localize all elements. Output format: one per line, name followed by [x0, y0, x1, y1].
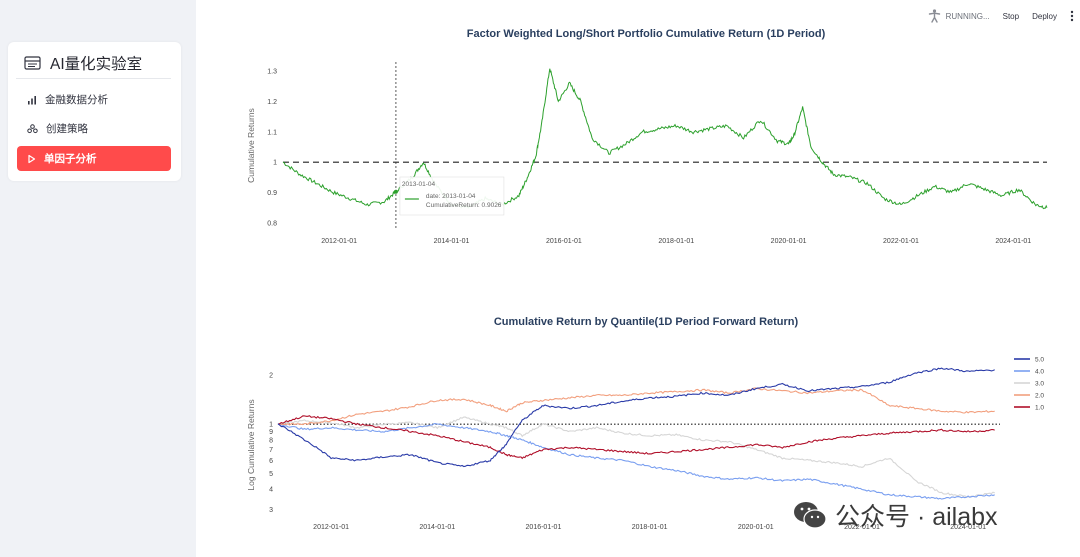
sidebar-item-financial-data[interactable]: 金融数据分析 — [17, 87, 171, 112]
nav-card: AI量化实验室 金融数据分析 创建策略 单因子分析 — [8, 42, 181, 181]
app-toolbar: RUNNING... Stop Deploy — [928, 7, 1080, 25]
chart2-series-line-q4.0 — [277, 423, 995, 500]
sidebar-item-label: 创建策略 — [46, 123, 88, 135]
chart2-x-tick-label: 2024-01-01 — [950, 524, 986, 531]
chart1-title: Factor Weighted Long/Short Portfolio Cum… — [466, 28, 826, 40]
hover-tooltip-date-header: 2013-01-04 — [402, 181, 436, 188]
chart1-y-axis-title: Cumulative Returns — [246, 108, 256, 183]
play-icon — [28, 154, 36, 163]
sidebar-title-text: AI量化实验室 — [50, 56, 143, 73]
sidebar-item-create-strategy[interactable]: 创建策略 — [17, 116, 171, 141]
bar-chart-icon — [28, 95, 36, 104]
list-icon — [24, 56, 41, 70]
chart2-y-tick-label: 9 — [269, 429, 273, 436]
hover-tooltip-value: CumulativeReturn: 0.9026 — [426, 202, 502, 209]
chart2-x-tick-label: 2012-01-01 — [313, 524, 349, 531]
legend-label: 4.0 — [1035, 369, 1044, 376]
people-icon — [27, 123, 38, 133]
chart1-x-tick-label: 2020-01-01 — [771, 238, 807, 245]
chart1-x-tick-label: 2016-01-01 — [546, 238, 582, 245]
chart1-x-tick-label: 2014-01-01 — [434, 238, 470, 245]
sidebar-item-label: 单因子分析 — [44, 153, 97, 165]
chart2-y-axis-title: Log Cumulative Returns — [246, 399, 256, 490]
chart1-x-tick-label: 2018-01-01 — [658, 238, 694, 245]
sidebar: AI量化实验室 金融数据分析 创建策略 单因子分析 — [0, 0, 196, 557]
chart2-x-tick-label: 2014-01-01 — [419, 524, 455, 531]
watermark: 公众号 · ailabx — [793, 497, 998, 533]
chart1-x-tick-label: 2024-01-01 — [995, 238, 1031, 245]
chart1-y-tick-label: 1.2 — [267, 99, 277, 106]
chart1-x-tick-label: 2012-01-01 — [321, 238, 357, 245]
kebab-menu-icon[interactable] — [1070, 10, 1074, 22]
chart2-x-tick-label: 2018-01-01 — [632, 524, 668, 531]
chart2-y-tick-label: 6 — [269, 458, 273, 465]
chart2-series-line-q1.0 — [277, 415, 995, 460]
legend-label: 1.0 — [1035, 405, 1044, 412]
chart2-series-line-q3.0 — [277, 416, 995, 498]
deploy-button[interactable]: Deploy — [1032, 11, 1057, 21]
legend-label: 3.0 — [1035, 381, 1044, 388]
running-status: RUNNING... — [928, 9, 990, 23]
hover-tooltip-date: date: 2013-01-04 — [426, 193, 476, 200]
running-figure-icon — [928, 9, 940, 23]
chart2-series-line-q2.0 — [278, 387, 995, 426]
chart1-y-tick-label: 0.8 — [267, 220, 277, 227]
wechat-icon — [794, 502, 827, 529]
legend-label: 5.0 — [1035, 357, 1044, 364]
chart2-y-tick-label: 2 — [269, 372, 273, 379]
stop-button[interactable]: Stop — [1002, 11, 1020, 21]
chart1-y-tick-label: 1.3 — [267, 69, 277, 76]
chart2-title: Cumulative Return by Quantile(1D Period … — [493, 316, 799, 328]
nav-divider — [16, 78, 171, 79]
chart2-y-tick-label: 4 — [269, 487, 273, 494]
chart2-y-tick-label: 7 — [269, 447, 273, 454]
hover-tooltip-box — [399, 176, 505, 216]
chart2-y-tick-label: 3 — [269, 507, 273, 514]
hover-point — [393, 189, 398, 194]
sidebar-item-single-factor[interactable]: 单因子分析 — [17, 146, 171, 171]
chart1-series-line — [282, 68, 1048, 210]
chart2-x-tick-label: 2022-01-01 — [844, 524, 880, 531]
sidebar-item-label: 金融数据分析 — [45, 94, 108, 106]
legend-label: 2.0 — [1035, 393, 1044, 400]
chart2-series-line-q5.0 — [277, 367, 995, 468]
sidebar-title: AI量化实验室 — [24, 52, 142, 74]
chart1-y-tick-label: 1 — [273, 160, 277, 167]
chart1-x-tick-label: 2022-01-01 — [883, 238, 919, 245]
chart2-x-tick-label: 2016-01-01 — [526, 524, 562, 531]
chart2-y-tick-label: 1 — [269, 422, 273, 429]
watermark-text: 公众号 · ailabx — [835, 503, 998, 531]
chart2-x-tick-label: 2020-01-01 — [738, 524, 774, 531]
chart1-y-tick-label: 1.1 — [267, 129, 277, 136]
chart2-y-tick-label: 5 — [269, 471, 273, 478]
chart2-y-tick-label: 8 — [269, 437, 273, 444]
chart1-y-tick-label: 0.9 — [267, 190, 277, 197]
status-text: RUNNING... — [945, 11, 990, 21]
